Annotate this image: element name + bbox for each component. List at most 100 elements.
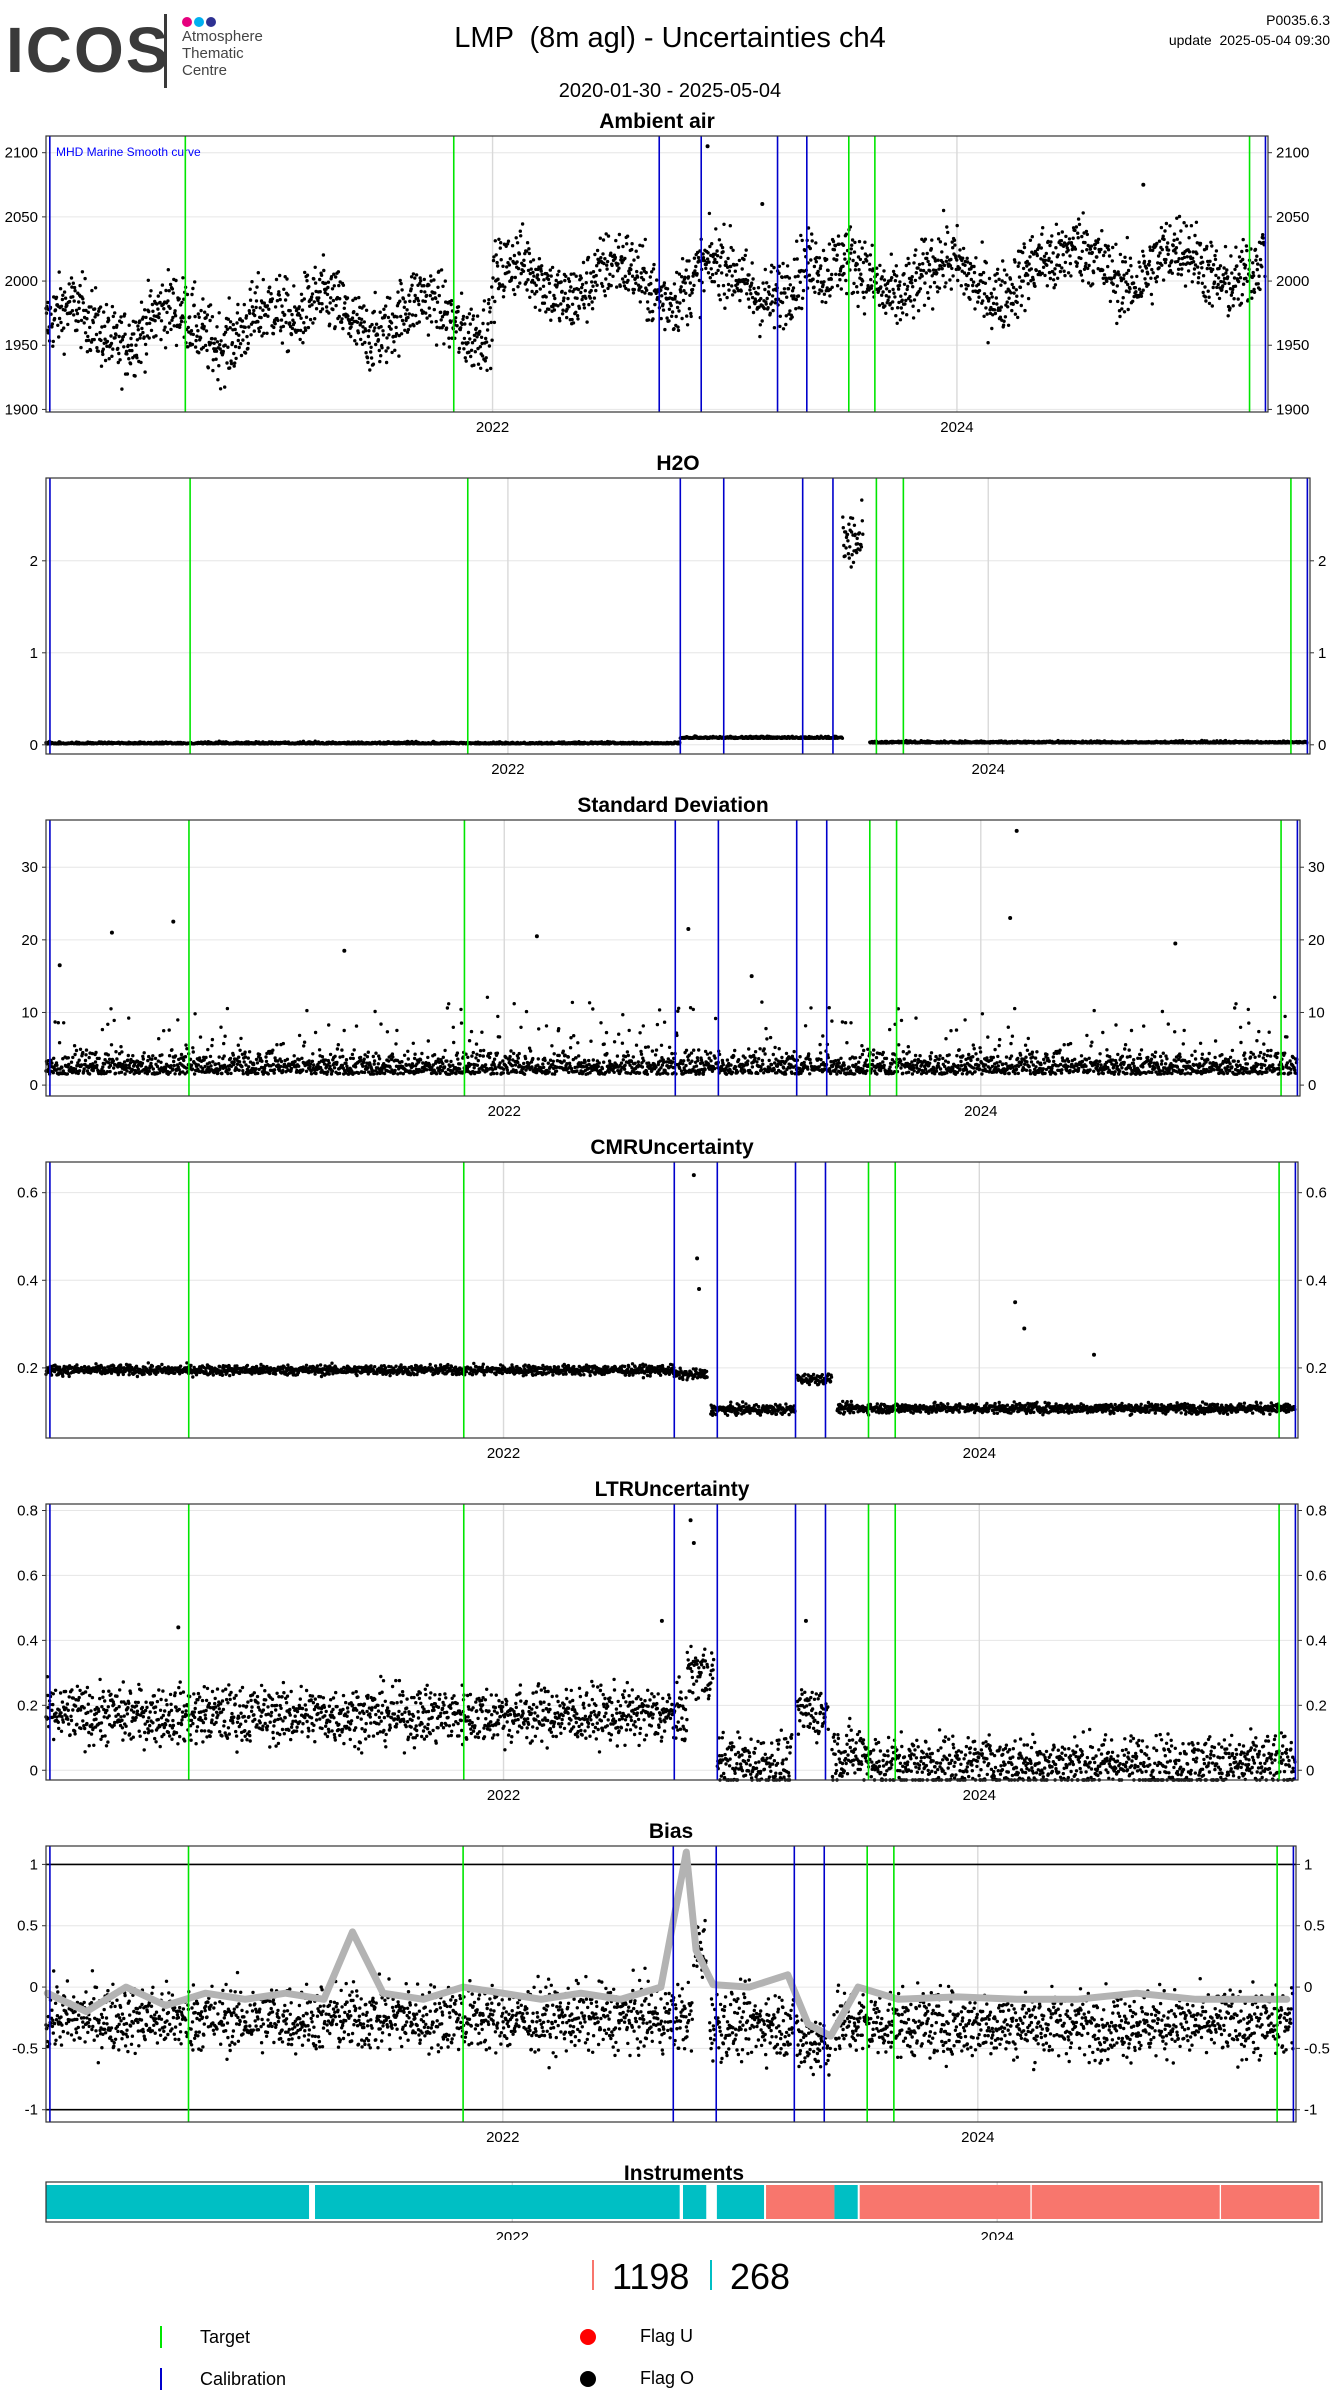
data-point (333, 325, 337, 329)
data-point (149, 328, 154, 333)
outlier-point (705, 144, 710, 149)
data-point (944, 259, 948, 263)
data-point (955, 258, 959, 262)
data-point (1161, 278, 1166, 282)
data-point (516, 266, 521, 271)
data-point (593, 252, 597, 257)
data-point (434, 319, 438, 324)
data-point (223, 330, 228, 334)
data-point (675, 270, 679, 275)
data-point (791, 286, 796, 290)
data-point (1115, 284, 1120, 288)
data-point (299, 292, 304, 296)
data-point (1005, 273, 1009, 277)
data-point (92, 337, 96, 342)
data-point (374, 322, 379, 326)
data-point (1096, 237, 1101, 241)
data-point (1034, 268, 1039, 273)
data-point (98, 330, 102, 335)
data-point (105, 344, 109, 348)
data-point (884, 294, 888, 298)
data-point (72, 313, 76, 317)
data-point (796, 274, 800, 278)
data-point (1061, 244, 1066, 248)
data-point (439, 310, 443, 314)
data-point (159, 337, 163, 342)
data-point (911, 285, 915, 289)
data-point (405, 308, 409, 312)
data-point (86, 310, 91, 314)
y-tick-label-right: 1950 (1276, 337, 1309, 354)
data-point (821, 283, 825, 287)
data-point (398, 299, 402, 303)
data-point (893, 295, 897, 299)
data-point (366, 334, 371, 339)
data-point (1155, 241, 1159, 246)
data-point (1201, 274, 1206, 278)
data-point (78, 283, 82, 288)
data-point (474, 326, 478, 331)
data-point (326, 285, 330, 290)
data-point (801, 288, 806, 293)
data-point (501, 264, 505, 268)
points-series (44, 144, 1267, 391)
data-point (861, 260, 866, 265)
data-point (154, 334, 158, 338)
data-point (460, 322, 464, 327)
data-point (1241, 257, 1245, 262)
data-point (114, 333, 118, 337)
data-point (1137, 260, 1141, 264)
data-point (110, 304, 115, 309)
data-point (814, 241, 818, 245)
data-point (1133, 286, 1138, 290)
data-point (609, 283, 613, 288)
data-point (329, 275, 334, 279)
data-point (356, 331, 361, 335)
data-point (535, 273, 540, 277)
data-point (949, 287, 953, 291)
data-point (883, 304, 887, 308)
data-point (1240, 249, 1244, 254)
data-point (1252, 290, 1257, 294)
y-tick-label-left: 2050 (5, 209, 38, 226)
data-point (898, 280, 902, 284)
y-tick-label-left: 2100 (5, 145, 38, 162)
data-point (1042, 254, 1047, 258)
data-point (1130, 275, 1134, 279)
data-point (224, 324, 228, 329)
data-point (140, 326, 144, 331)
data-point (859, 272, 863, 276)
data-point (298, 313, 302, 317)
data-point (471, 317, 475, 321)
data-point (87, 338, 91, 342)
data-point (79, 318, 84, 323)
data-point (1227, 281, 1231, 286)
data-point (860, 498, 864, 502)
data-point (550, 265, 555, 270)
data-point (1053, 267, 1057, 271)
data-point (697, 278, 702, 283)
data-point (1237, 255, 1242, 259)
data-point (273, 322, 277, 326)
data-point (944, 281, 948, 285)
data-point (592, 296, 597, 300)
data-point (394, 325, 398, 330)
data-point (252, 308, 256, 313)
data-point (966, 260, 970, 264)
data-point (212, 341, 216, 345)
data-point (745, 281, 749, 286)
data-point (846, 552, 851, 556)
data-point (992, 287, 996, 291)
data-point (316, 298, 320, 303)
data-point (909, 278, 913, 282)
data-point (132, 332, 136, 336)
data-point (913, 253, 917, 257)
data-point (219, 339, 223, 343)
data-point (857, 531, 862, 535)
data-point (536, 277, 541, 282)
data-point (1138, 265, 1142, 269)
data-point (343, 301, 347, 305)
data-point (138, 336, 142, 340)
data-point (780, 275, 784, 280)
data-point (119, 320, 124, 325)
